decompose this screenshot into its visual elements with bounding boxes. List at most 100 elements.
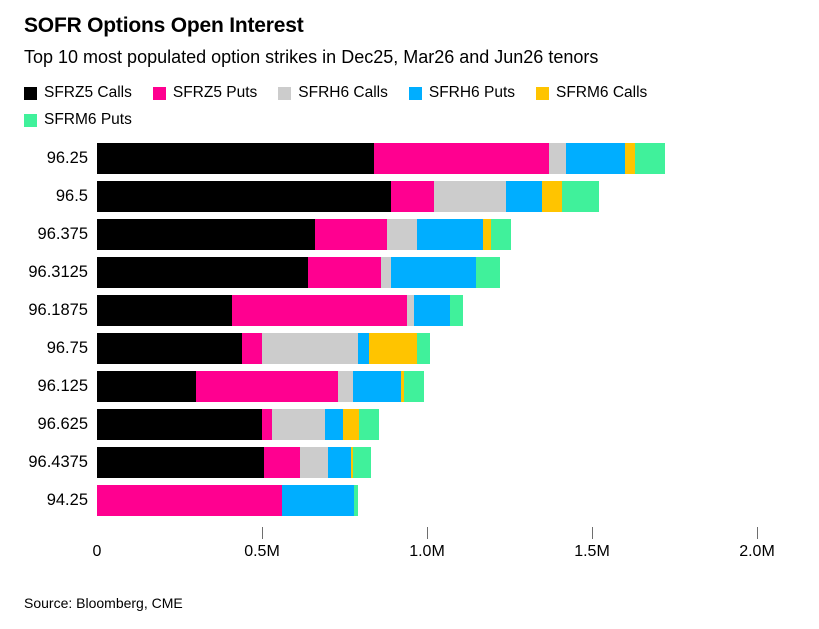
bar-segment: [97, 143, 375, 175]
bar-segment: [352, 447, 371, 479]
bar-segment: [542, 181, 563, 213]
bar-segment: [232, 295, 408, 327]
bar-segment: [433, 181, 507, 213]
strike-label: 96.25: [46, 149, 88, 168]
bar-segment: [97, 409, 262, 441]
strike-label: 96.125: [37, 377, 88, 396]
bar-segment: [390, 181, 434, 213]
bar-track: [97, 371, 757, 403]
legend-label: SFRH6 Puts: [428, 84, 515, 102]
strike-label: 96.3125: [28, 263, 88, 282]
bar-segment: [314, 219, 388, 251]
bar-segment: [97, 447, 264, 479]
bar-track: [97, 409, 757, 441]
legend-item: SFRH6 Calls: [278, 80, 388, 107]
tick-mark: [592, 526, 593, 539]
tick-mark: [262, 526, 263, 539]
bar-row: 96.1875: [0, 292, 819, 330]
tick-label: 0.5M: [244, 542, 280, 560]
strike-label: 94.25: [46, 491, 88, 510]
bar-row: 96.375: [0, 216, 819, 254]
legend-swatch-icon: [536, 86, 549, 100]
legend-swatch-icon: [278, 86, 292, 100]
tick-mark: [757, 526, 758, 539]
bar-segment: [357, 333, 370, 365]
bar-row: 96.4375: [0, 444, 819, 482]
strike-label: 96.375: [37, 225, 88, 244]
bar-segment: [324, 409, 343, 441]
bar-segment: [491, 219, 512, 251]
bar-segment: [97, 219, 315, 251]
bar-segment: [354, 485, 358, 517]
strike-label: 96.625: [37, 415, 88, 434]
bar-row: 96.625: [0, 406, 819, 444]
bar-segment: [97, 257, 309, 289]
bar-segment: [417, 219, 484, 251]
bar-row: 94.25: [0, 482, 819, 520]
bar-segment: [97, 371, 196, 403]
bar-segment: [262, 409, 272, 441]
bar-segment: [476, 257, 500, 289]
legend-swatch-icon: [24, 113, 37, 127]
strike-label: 96.75: [46, 339, 88, 358]
bar-track: [97, 143, 757, 175]
bar-segment: [352, 371, 401, 403]
bar-track: [97, 447, 757, 479]
bar-segment: [634, 143, 665, 175]
legend-item: SFRM6 Calls: [536, 80, 647, 107]
bar-segment: [97, 181, 391, 213]
bar-segment: [359, 409, 380, 441]
strike-label: 96.1875: [28, 301, 88, 320]
strike-label: 96.4375: [28, 453, 88, 472]
chart-subtitle: Top 10 most populated option strikes in …: [24, 47, 599, 68]
bar-segment: [242, 333, 262, 365]
bar-segment: [374, 143, 550, 175]
source-note: Source: Bloomberg, CME: [24, 595, 183, 611]
bar-segment: [271, 409, 325, 441]
tick-label: 0: [92, 542, 102, 560]
legend-label: SFRZ5 Puts: [172, 84, 258, 102]
tick-label: 1.5M: [574, 542, 610, 560]
bar-segment: [413, 295, 451, 327]
bar-segment: [549, 143, 566, 175]
stacked-bar-chart: 96.25 96.5 96.375 96.3125 96.1875 96.75 96.125…: [0, 140, 819, 520]
chart-title: SOFR Options Open Interest: [24, 14, 304, 37]
bar-row: 96.5: [0, 178, 819, 216]
bar-segment: [263, 447, 300, 479]
legend-label: SFRH6 Calls: [298, 84, 388, 102]
bar-segment: [351, 447, 353, 479]
chart-header: SOFR Options Open Interest Top 10 most p…: [0, 0, 819, 69]
bar-segment: [390, 257, 477, 289]
bar-segment: [450, 295, 464, 327]
bar-row: 96.3125: [0, 254, 819, 292]
bar-segment: [400, 371, 404, 403]
bar-row: 96.75: [0, 330, 819, 368]
legend-swatch-icon: [152, 86, 166, 100]
legend-item: SFRZ5 Puts: [152, 80, 258, 107]
bar-segment: [417, 333, 431, 365]
legend-swatch-icon: [24, 86, 37, 100]
bar-segment: [483, 219, 492, 251]
bar-segment: [380, 257, 391, 289]
x-axis: 0 0.5M 1.0M 1.5M 2.0M: [93, 520, 775, 568]
tick-mark: [427, 526, 428, 539]
legend-item: SFRZ5 Calls: [24, 80, 132, 107]
bar-segment: [342, 409, 360, 441]
bar-segment: [308, 257, 381, 289]
bar-track: [97, 485, 757, 517]
bar-track: [97, 257, 757, 289]
bar-segment: [299, 447, 328, 479]
legend-label: SFRZ5 Calls: [44, 84, 132, 102]
bar-segment: [196, 371, 338, 403]
strike-label: 96.5: [55, 187, 88, 206]
bar-segment: [97, 295, 233, 327]
bar-segment: [261, 333, 358, 365]
legend-label: SFRM6 Calls: [556, 84, 648, 102]
bar-segment: [97, 485, 282, 517]
bar-segment: [562, 181, 599, 213]
bar-segment: [369, 333, 418, 365]
bar-track: [97, 181, 757, 213]
legend-swatch-icon: [408, 86, 422, 100]
bar-track: [97, 333, 757, 365]
